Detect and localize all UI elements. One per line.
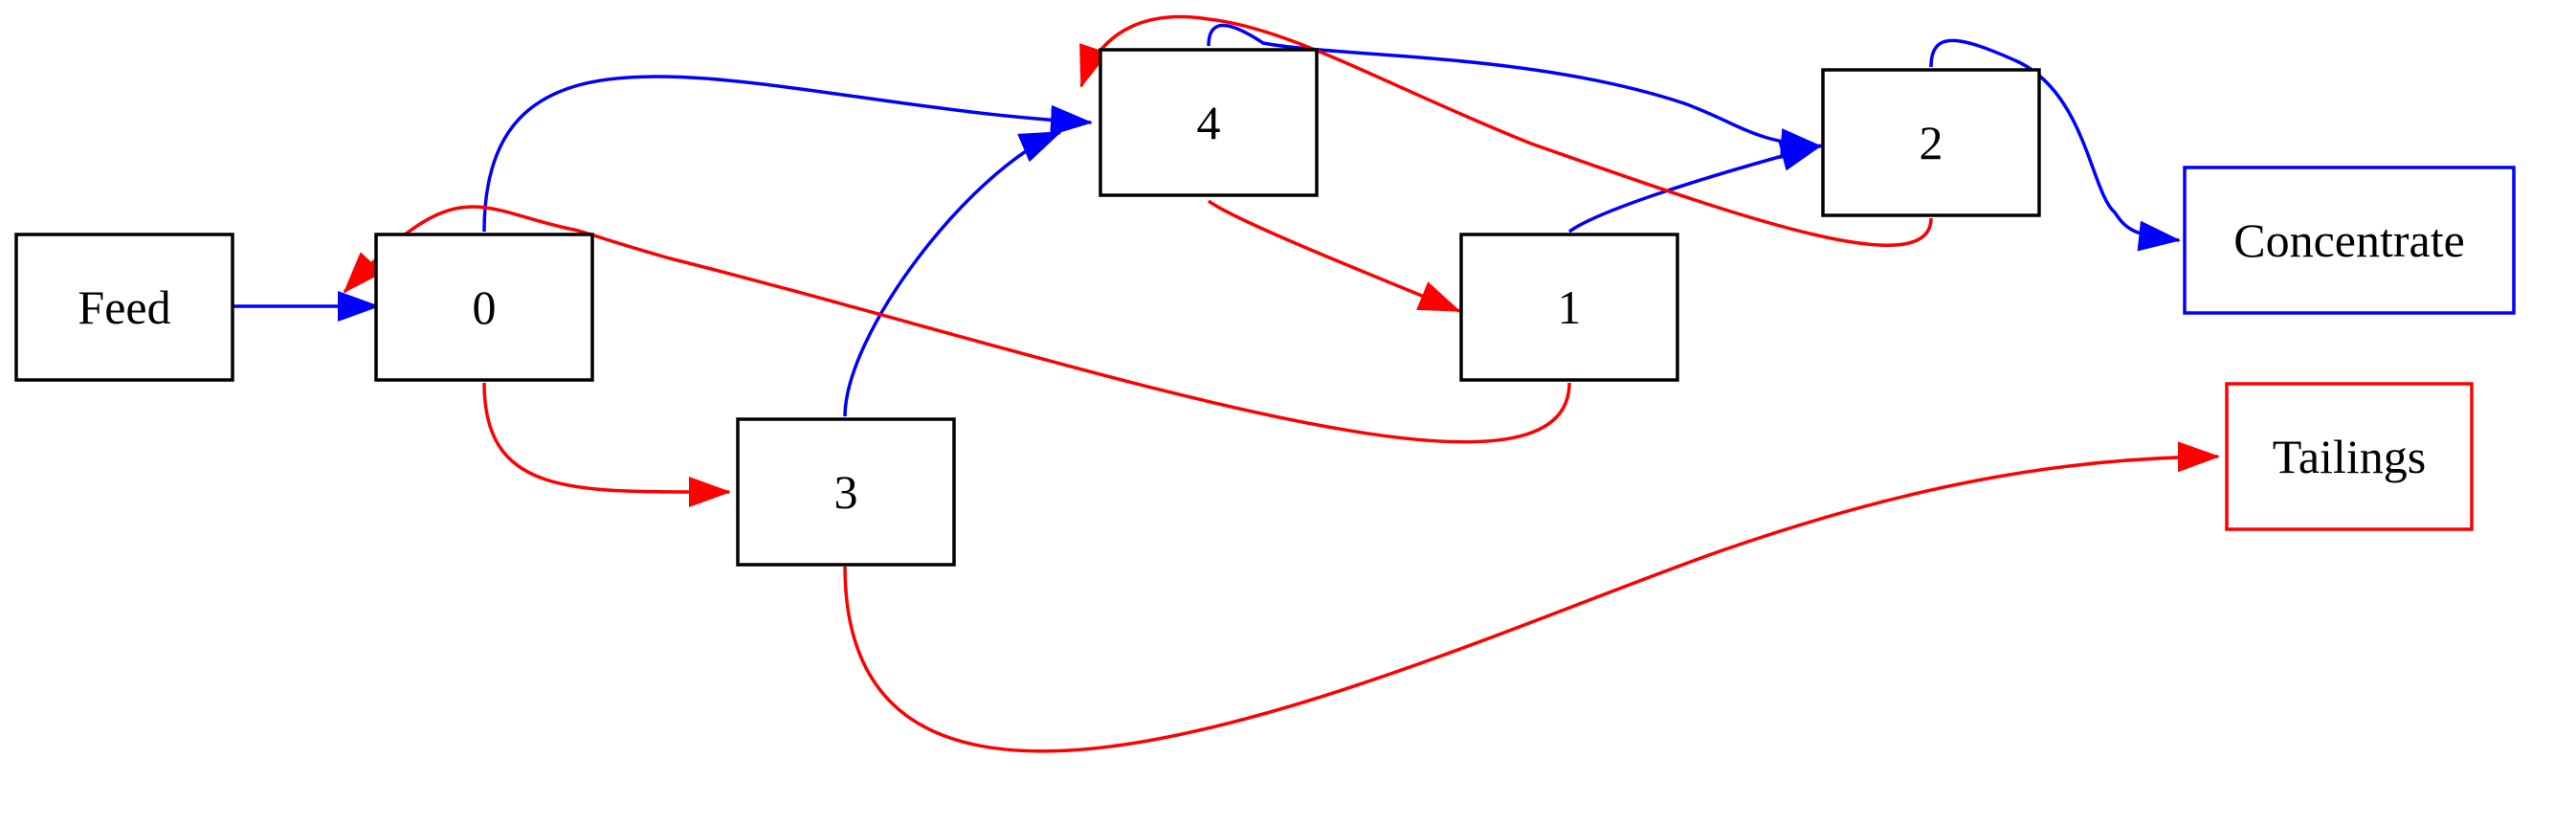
node-concentrate: Concentrate — [2183, 166, 2516, 315]
edge-3-to-tailings — [843, 441, 2220, 753]
edge-1-to-0 — [343, 205, 1571, 444]
edge-3-to-4 — [843, 130, 1062, 417]
node-concentrate-label: Concentrate — [2233, 213, 2465, 267]
edge-0-to-3 — [482, 382, 731, 508]
edge-2-to-concentrate — [1929, 38, 2181, 252]
node-4: 4 — [1099, 48, 1319, 197]
node-1-label: 1 — [1558, 280, 1582, 334]
node-0: 0 — [374, 233, 594, 382]
node-1: 1 — [1459, 233, 1679, 382]
node-3: 3 — [736, 417, 956, 567]
edge-1-to-2 — [1567, 141, 1823, 234]
edge-2-to-4 — [1079, 14, 1933, 247]
edge-4-to-1 — [1207, 199, 1461, 313]
node-2-label: 2 — [1920, 116, 1943, 169]
node-feed: Feed — [14, 233, 234, 382]
node-2: 2 — [1821, 68, 2041, 217]
node-0-label: 0 — [473, 280, 497, 334]
node-feed-label: Feed — [78, 280, 170, 334]
node-3-label: 3 — [834, 465, 858, 519]
node-tailings: Tailings — [2225, 382, 2474, 531]
edge-0-to-4 — [482, 75, 1093, 233]
node-4-label: 4 — [1197, 96, 1221, 149]
node-tailings-label: Tailings — [2273, 430, 2426, 483]
edge-4-to-2 — [1207, 23, 1823, 160]
